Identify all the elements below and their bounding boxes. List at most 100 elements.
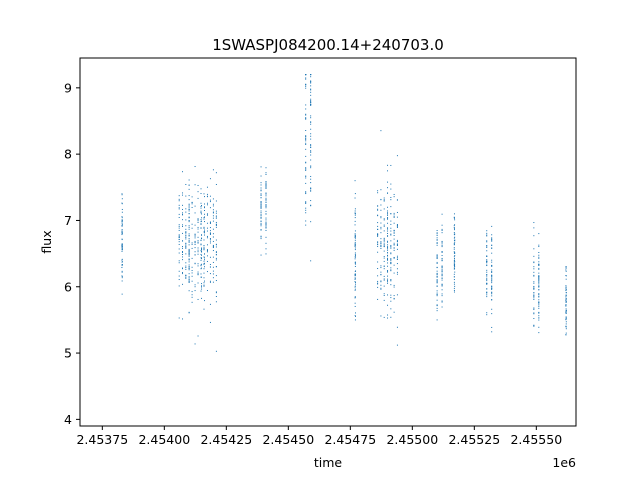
- data-point: [453, 289, 455, 291]
- data-point: [206, 237, 208, 239]
- data-point: [215, 292, 217, 294]
- data-point: [396, 344, 398, 346]
- data-point: [209, 238, 211, 240]
- data-point: [453, 281, 455, 283]
- data-point: [491, 234, 493, 236]
- data-point: [215, 246, 217, 248]
- data-point: [121, 264, 123, 266]
- data-point: [380, 238, 382, 240]
- data-point: [121, 265, 123, 267]
- data-point: [197, 219, 199, 221]
- data-point: [185, 228, 187, 230]
- data-point: [212, 281, 214, 283]
- data-point: [260, 204, 262, 206]
- data-point: [188, 238, 190, 240]
- data-point: [387, 235, 389, 237]
- data-point: [354, 319, 356, 321]
- data-point: [310, 121, 312, 123]
- data-point: [305, 85, 307, 87]
- data-point: [380, 243, 382, 245]
- data-point: [260, 202, 262, 204]
- data-point: [436, 292, 438, 294]
- data-point: [178, 224, 180, 226]
- data-point: [377, 283, 379, 285]
- data-point: [565, 311, 567, 313]
- data-point: [203, 248, 205, 250]
- y-axis-label: flux: [39, 230, 54, 253]
- data-point: [212, 236, 214, 238]
- data-point: [383, 241, 385, 243]
- data-point: [260, 190, 262, 192]
- data-point: [354, 243, 356, 245]
- data-point: [310, 123, 312, 125]
- data-point: [305, 201, 307, 203]
- data-point: [209, 266, 211, 268]
- data-point: [390, 300, 392, 302]
- data-point: [453, 244, 455, 246]
- data-point: [538, 302, 540, 304]
- data-point: [209, 263, 211, 265]
- data-point: [215, 200, 217, 202]
- data-point: [215, 215, 217, 217]
- data-point: [260, 224, 262, 226]
- data-point: [310, 159, 312, 161]
- data-point: [380, 232, 382, 234]
- data-point: [354, 247, 356, 249]
- data-point: [377, 298, 379, 300]
- data-point: [265, 204, 267, 206]
- data-point: [396, 248, 398, 250]
- data-point: [436, 295, 438, 297]
- data-point: [191, 294, 193, 296]
- data-point: [538, 285, 540, 287]
- data-point: [305, 139, 307, 141]
- data-point: [212, 247, 214, 249]
- data-point: [310, 117, 312, 119]
- data-point: [491, 247, 493, 249]
- data-point: [538, 283, 540, 285]
- data-point: [209, 273, 211, 275]
- chart-title: 1SWASPJ084200.14+240703.0: [212, 36, 444, 54]
- data-point: [396, 239, 398, 241]
- data-point: [453, 239, 455, 241]
- data-point: [197, 231, 199, 233]
- data-point: [265, 226, 267, 228]
- data-point: [194, 286, 196, 288]
- data-point: [354, 214, 356, 216]
- data-point: [565, 296, 567, 298]
- data-point: [203, 226, 205, 228]
- data-point: [188, 225, 190, 227]
- data-point: [310, 76, 312, 78]
- data-point: [491, 289, 493, 291]
- data-point: [185, 211, 187, 213]
- data-point: [260, 195, 262, 197]
- data-point: [387, 278, 389, 280]
- data-point: [209, 303, 211, 305]
- data-point: [377, 234, 379, 236]
- data-point: [265, 201, 267, 203]
- data-point: [533, 297, 535, 299]
- data-point: [387, 262, 389, 264]
- data-point: [393, 242, 395, 244]
- data-point: [436, 233, 438, 235]
- data-point: [188, 188, 190, 190]
- data-point: [305, 117, 307, 119]
- data-point: [453, 251, 455, 253]
- data-point: [533, 292, 535, 294]
- data-point: [436, 267, 438, 269]
- data-point: [212, 240, 214, 242]
- data-point: [565, 278, 567, 280]
- data-point: [565, 316, 567, 318]
- data-point: [383, 197, 385, 199]
- data-point: [533, 266, 535, 268]
- data-point: [265, 173, 267, 175]
- data-point: [383, 295, 385, 296]
- data-point: [188, 251, 190, 253]
- data-point: [390, 262, 392, 264]
- data-point: [390, 230, 392, 232]
- data-point: [182, 256, 184, 258]
- data-point: [491, 275, 493, 277]
- data-point: [383, 268, 385, 270]
- data-point: [188, 281, 190, 283]
- data-point: [383, 199, 385, 201]
- data-point: [182, 246, 184, 248]
